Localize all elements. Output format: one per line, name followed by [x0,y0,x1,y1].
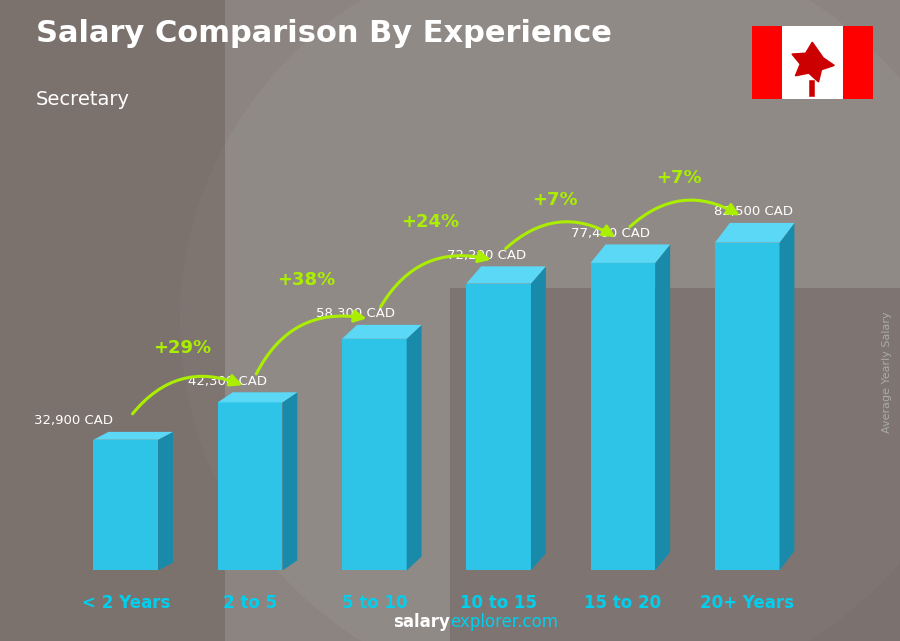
Polygon shape [590,244,670,263]
Polygon shape [218,392,297,403]
Polygon shape [655,244,670,570]
Text: < 2 Years: < 2 Years [82,594,170,612]
Text: +29%: +29% [153,338,211,356]
Text: explorer.com: explorer.com [450,613,558,631]
Ellipse shape [180,0,900,641]
Polygon shape [218,403,283,570]
Text: +24%: +24% [401,213,459,231]
Text: Average Yearly Salary: Average Yearly Salary [881,311,892,433]
Polygon shape [531,267,546,570]
Polygon shape [342,339,407,570]
Polygon shape [94,440,158,570]
Bar [0,0,225,641]
Text: 15 to 20: 15 to 20 [584,594,662,612]
Text: salary: salary [393,613,450,631]
Polygon shape [94,432,173,440]
Bar [752,26,782,99]
Text: 42,300 CAD: 42,300 CAD [188,374,267,388]
Bar [450,288,900,641]
Polygon shape [283,392,297,570]
Text: 77,400 CAD: 77,400 CAD [571,227,650,240]
Text: +7%: +7% [656,169,702,187]
Polygon shape [792,42,834,82]
Text: +7%: +7% [532,190,578,209]
Polygon shape [715,242,779,570]
Bar [842,26,873,99]
Text: 10 to 15: 10 to 15 [460,594,537,612]
Polygon shape [466,283,531,570]
Polygon shape [779,223,795,570]
Polygon shape [466,267,546,283]
Polygon shape [590,263,655,570]
FancyBboxPatch shape [750,24,875,101]
Text: 5 to 10: 5 to 10 [342,594,407,612]
Text: +38%: +38% [277,271,335,289]
Text: 2 to 5: 2 to 5 [223,594,277,612]
Polygon shape [407,325,421,570]
Polygon shape [342,325,421,339]
Text: 20+ Years: 20+ Years [700,594,794,612]
Text: Salary Comparison By Experience: Salary Comparison By Experience [36,19,612,48]
Polygon shape [715,223,795,242]
Text: 82,500 CAD: 82,500 CAD [714,205,793,218]
Text: 58,300 CAD: 58,300 CAD [316,307,395,320]
Polygon shape [158,432,173,570]
Text: 72,200 CAD: 72,200 CAD [446,249,526,262]
Text: 32,900 CAD: 32,900 CAD [34,414,113,427]
Text: Secretary: Secretary [36,90,130,109]
